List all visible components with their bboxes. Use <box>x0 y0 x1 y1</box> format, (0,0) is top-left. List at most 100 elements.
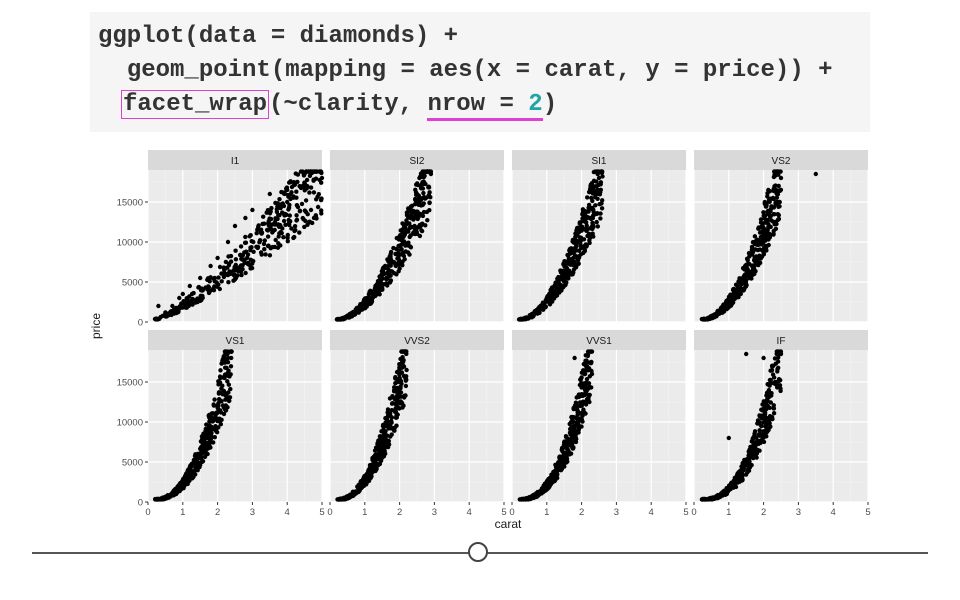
facet-label: IF <box>777 336 786 347</box>
data-point <box>584 384 589 390</box>
facet-plot: I1 0 5000 10000 15000 SI2 SI1 VS2 VS1 0 5000 10000 1… <box>88 142 874 538</box>
data-point <box>519 497 524 502</box>
data-point <box>414 191 420 197</box>
data-point <box>180 481 185 486</box>
data-point <box>583 402 589 407</box>
data-point <box>215 255 220 261</box>
data-point <box>204 422 209 427</box>
slider-handle[interactable] <box>468 542 488 562</box>
x-tick-label: 2 <box>579 507 584 518</box>
data-point <box>180 291 185 297</box>
data-point <box>382 430 387 436</box>
data-point <box>276 241 281 246</box>
facet-label: VVS1 <box>586 336 612 347</box>
data-point <box>215 404 220 409</box>
data-point <box>761 252 767 257</box>
data-point <box>307 173 313 178</box>
data-point <box>393 262 398 268</box>
data-point <box>590 222 596 228</box>
data-point <box>216 275 221 280</box>
data-point <box>287 180 292 185</box>
data-point <box>764 434 769 439</box>
data-point <box>250 207 255 213</box>
data-point <box>776 216 782 222</box>
data-point <box>386 274 391 279</box>
data-point <box>574 226 580 231</box>
data-point <box>419 172 424 177</box>
data-point <box>774 221 779 227</box>
data-point <box>734 287 739 292</box>
data-point <box>275 201 280 206</box>
data-point <box>759 432 764 438</box>
data-point <box>767 405 772 410</box>
data-point <box>229 355 234 361</box>
facet-strip <box>694 330 868 350</box>
data-point <box>587 189 592 195</box>
data-point <box>352 312 358 317</box>
data-point <box>249 265 255 271</box>
data-point <box>393 402 398 407</box>
data-point <box>591 207 596 212</box>
data-point <box>293 171 298 176</box>
data-point <box>728 295 733 300</box>
data-point <box>573 437 578 442</box>
x-tick-label: 3 <box>796 507 801 518</box>
data-point <box>582 248 587 254</box>
data-point <box>742 463 747 469</box>
data-point <box>426 185 431 190</box>
data-point <box>738 286 744 291</box>
data-point <box>367 463 373 468</box>
data-point <box>281 235 286 240</box>
data-point <box>247 234 252 239</box>
data-point <box>571 431 577 437</box>
data-point <box>379 269 385 274</box>
data-point <box>223 397 228 402</box>
facet-label: VS1 <box>226 336 245 347</box>
x-tick-label: 0 <box>145 507 150 518</box>
data-point <box>226 254 231 259</box>
data-point <box>747 447 752 452</box>
data-point <box>209 434 214 439</box>
x-tick-label: 1 <box>362 507 367 518</box>
y-axis-label: price <box>89 313 103 339</box>
data-point <box>585 233 590 239</box>
data-point <box>242 240 248 245</box>
data-point <box>559 445 565 451</box>
data-point <box>229 349 234 354</box>
facet-label: VS2 <box>772 156 791 167</box>
data-point <box>594 179 599 184</box>
data-point <box>766 242 771 248</box>
nrow-underline: nrow = 2 <box>427 91 543 121</box>
data-point <box>200 288 205 293</box>
data-point <box>285 235 290 240</box>
data-point <box>379 437 385 442</box>
data-point <box>414 226 419 231</box>
data-point <box>570 424 576 429</box>
data-point <box>767 214 773 219</box>
data-point <box>594 211 600 216</box>
data-point <box>380 423 386 429</box>
facet-strip <box>148 330 322 350</box>
data-point <box>560 449 565 454</box>
data-point <box>550 472 555 477</box>
data-point <box>267 253 273 258</box>
data-point <box>187 283 192 289</box>
data-point <box>726 435 731 441</box>
data-point <box>258 250 264 255</box>
data-point <box>308 185 314 190</box>
data-point <box>205 451 210 457</box>
data-point <box>257 240 262 245</box>
data-point <box>267 211 273 216</box>
data-point <box>421 190 426 196</box>
data-point <box>211 403 217 408</box>
data-point <box>771 219 776 224</box>
data-point <box>221 355 226 361</box>
data-point <box>558 468 564 473</box>
data-point <box>571 267 577 272</box>
data-point <box>767 383 772 388</box>
data-point <box>421 179 427 185</box>
facet-strip <box>148 150 322 170</box>
data-point <box>388 434 393 439</box>
data-point <box>553 464 559 470</box>
data-point <box>776 377 782 382</box>
